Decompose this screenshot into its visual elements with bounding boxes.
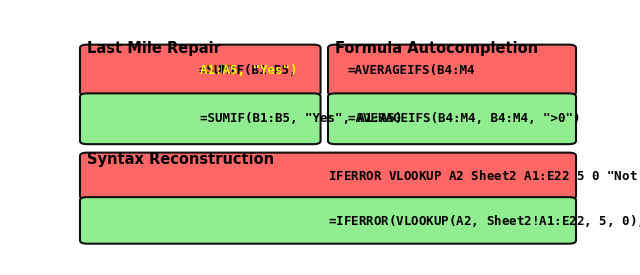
FancyBboxPatch shape <box>328 93 576 144</box>
FancyBboxPatch shape <box>80 197 576 244</box>
Text: =IFERROR(VLOOKUP(A2, Sheet2!$A$1:$E$22, 5, 0), "Not available"): =IFERROR(VLOOKUP(A2, Sheet2!$A$1:$E$22, … <box>328 212 640 229</box>
FancyBboxPatch shape <box>328 45 576 95</box>
Text: =SUMIF(B1:B5, "Yes", A1:A5): =SUMIF(B1:B5, "Yes", A1:A5) <box>200 112 403 125</box>
Text: Syntax Reconstruction: Syntax Reconstruction <box>88 152 275 167</box>
Text: =AVERAGEIFS(B4:M4: =AVERAGEIFS(B4:M4 <box>348 64 476 76</box>
Text: Last Mile Repair: Last Mile Repair <box>88 42 221 56</box>
FancyBboxPatch shape <box>80 153 576 199</box>
Text: =SUMIF(B1:B5,: =SUMIF(B1:B5, <box>199 64 304 76</box>
FancyBboxPatch shape <box>80 45 321 95</box>
FancyBboxPatch shape <box>80 93 321 144</box>
Text: Formula Autocompletion: Formula Autocompletion <box>335 42 539 56</box>
Text: IFERROR VLOOKUP A2 Sheet2 $A$1:$E$22 5 0 "Not available": IFERROR VLOOKUP A2 Sheet2 $A$1:$E$22 5 0… <box>328 168 640 183</box>
Text: A1:A5, "Yes"): A1:A5, "Yes") <box>200 64 298 76</box>
Text: =AVERAGEIFS(B4:M4, B4:M4, ">0"): =AVERAGEIFS(B4:M4, B4:M4, ">0") <box>348 112 580 125</box>
